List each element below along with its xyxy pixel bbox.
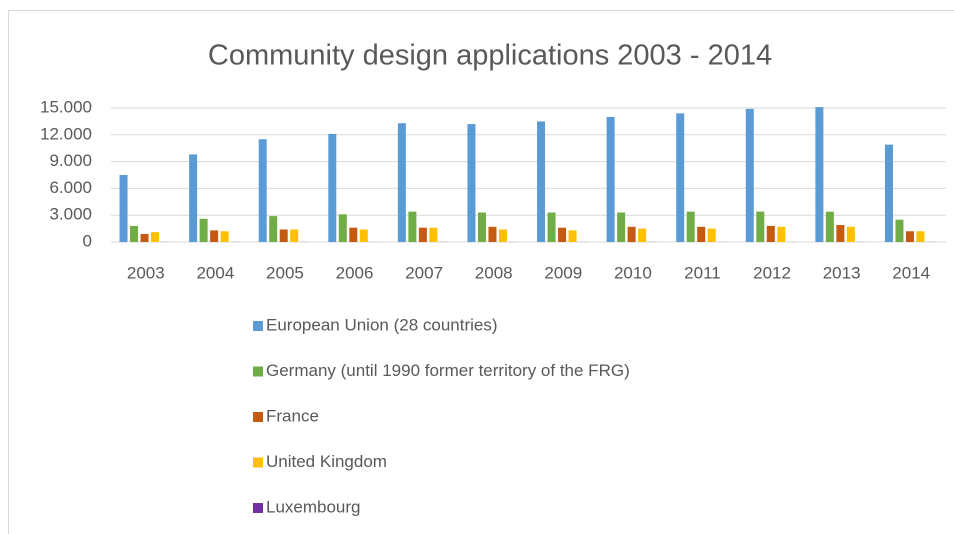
bar (429, 227, 438, 242)
y-tick-label: 0 (83, 231, 92, 250)
bar (707, 228, 716, 242)
bar (359, 229, 368, 242)
y-tick-label: 12.000 (40, 124, 92, 143)
x-tick-label: 2014 (892, 263, 930, 282)
bar (638, 228, 647, 242)
bar (119, 175, 128, 242)
bar (140, 233, 149, 242)
bar (766, 225, 775, 242)
y-tick-label: 15.000 (40, 97, 92, 116)
x-tick-label: 2004 (196, 263, 234, 282)
legend-label: Germany (until 1990 former territory of … (266, 361, 630, 380)
legend-label: Luxembourg (266, 497, 361, 516)
bar (408, 211, 417, 242)
bar (846, 226, 855, 242)
bar (189, 154, 198, 242)
x-tick-label: 2005 (266, 263, 304, 282)
bar (627, 226, 636, 242)
bar (498, 229, 507, 242)
legend-label: European Union (28 countries) (266, 315, 498, 334)
chart-title: Community design applications 2003 - 201… (208, 40, 772, 72)
bar (418, 227, 427, 242)
x-tick-label: 2007 (405, 263, 443, 282)
legend-swatch (253, 412, 263, 422)
bar (895, 219, 904, 242)
chart-frame (8, 10, 954, 534)
bar (558, 227, 567, 242)
bar (488, 226, 497, 242)
bar (537, 121, 546, 242)
y-tick-label: 9.000 (49, 151, 92, 170)
bar (258, 139, 267, 242)
bar (568, 230, 577, 242)
y-tick-label: 3.000 (49, 205, 92, 224)
x-tick-label: 2011 (684, 263, 721, 282)
bar (290, 229, 299, 242)
bar (745, 108, 754, 242)
bar (756, 211, 765, 242)
bar (916, 231, 925, 242)
x-tick-label: 2012 (753, 263, 791, 282)
x-tick-label: 2008 (475, 263, 513, 282)
bar (836, 225, 845, 242)
bar (905, 231, 914, 242)
bar (279, 229, 288, 242)
bar (349, 227, 358, 242)
bar (210, 230, 219, 242)
bar (825, 211, 834, 242)
legend-swatch (253, 503, 263, 513)
x-tick-label: 2009 (544, 263, 582, 282)
legend-swatch (253, 457, 263, 468)
bar (467, 124, 476, 242)
bar (397, 123, 406, 242)
x-tick-label: 2003 (127, 263, 165, 282)
bar (617, 212, 626, 242)
bar (606, 116, 615, 242)
bar (338, 214, 347, 242)
bar (686, 211, 695, 242)
bar (676, 113, 685, 242)
x-tick-label: 2010 (614, 263, 652, 282)
y-tick-label: 6.000 (49, 178, 92, 197)
legend-label: France (266, 406, 319, 425)
bar (815, 107, 824, 243)
bar (477, 212, 486, 242)
legend-swatch (253, 321, 263, 331)
x-tick-label: 2013 (823, 263, 861, 282)
legend-label: United Kingdom (266, 452, 387, 471)
bar (697, 226, 706, 242)
bar (777, 226, 786, 242)
bar (884, 144, 893, 242)
bar (328, 133, 337, 242)
bar (199, 218, 208, 242)
bar (547, 212, 556, 242)
bar (151, 232, 160, 242)
bar (220, 231, 229, 242)
x-tick-label: 2006 (336, 263, 374, 282)
legend-swatch (253, 366, 263, 377)
bar (269, 216, 278, 242)
bar (130, 225, 139, 242)
